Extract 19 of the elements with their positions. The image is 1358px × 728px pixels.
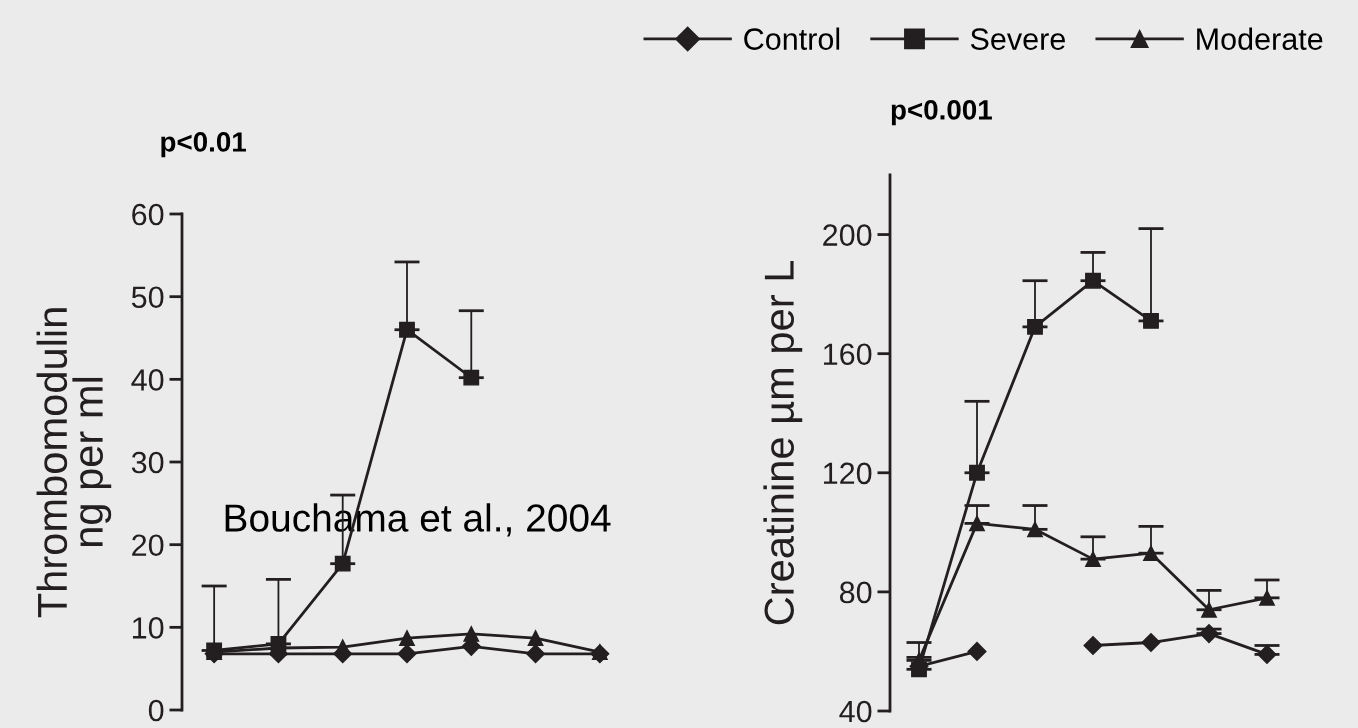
y-tick-label: 160 (823, 343, 872, 366)
y-tick-label: 40 (839, 700, 872, 723)
legend-label: Severe (970, 28, 1065, 50)
y-tick-label: 80 (839, 581, 872, 604)
y-tick-label: 50 (131, 286, 164, 309)
y-tick-label: 30 (131, 451, 164, 474)
legend-label: Control (744, 27, 840, 50)
y-tick-label: 40 (131, 369, 164, 391)
y-axis-title: Thrombomodulin ng per ml (36, 308, 112, 618)
chart-title: p<0.01 (161, 132, 246, 158)
y-tick-label: 200 (823, 224, 872, 246)
y-tick-label: 20 (132, 534, 164, 557)
legend-label: Moderate (1197, 27, 1323, 50)
y-tick-label: 0 (148, 699, 164, 722)
chart-title: p<0.001 (891, 100, 992, 126)
y-axis-title: Creatinine µm per L (763, 260, 803, 625)
y-tick-label: 60 (132, 203, 164, 226)
y-tick-label: 120 (823, 462, 872, 485)
y-tick-label: 10 (132, 617, 164, 639)
